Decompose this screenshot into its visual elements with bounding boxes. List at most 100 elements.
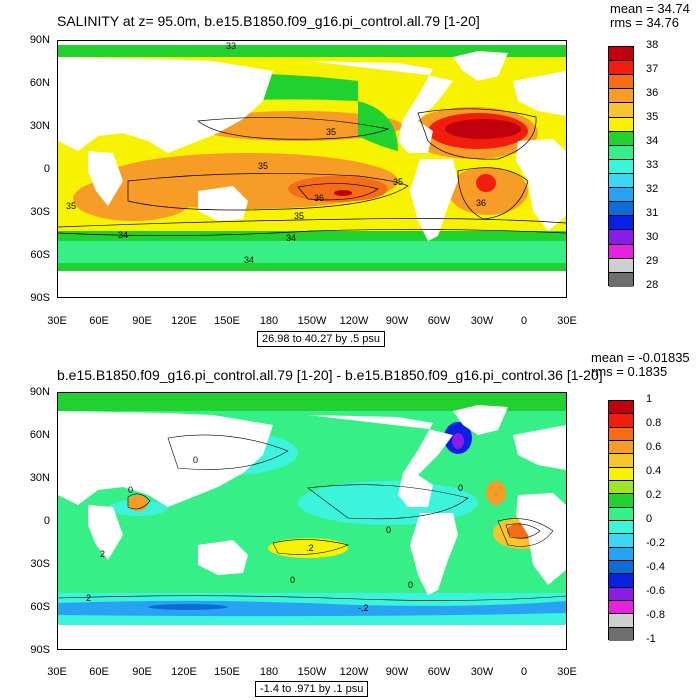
colorbar-swatch [609, 587, 633, 601]
arctic-band [58, 393, 566, 411]
colorbar-swatch [609, 454, 633, 468]
contour-label: 0 [408, 580, 413, 590]
lon-label: 30E [47, 666, 67, 678]
colorbar [608, 400, 634, 641]
south-pacific-max [334, 190, 352, 196]
lon-label: 120W [339, 315, 369, 327]
east-pacific-low [358, 101, 398, 151]
contour-line [197, 117, 390, 140]
rms-stat: rms = 34.76 [610, 15, 680, 30]
colorbar-swatch [609, 75, 633, 90]
contour-line [505, 523, 541, 539]
colorbar-swatch [609, 61, 633, 76]
colorbar-swatch [609, 494, 633, 508]
colorbar [608, 46, 634, 287]
colorbar-swatch [609, 614, 633, 628]
colorbar-swatch [609, 507, 633, 521]
colorbar-label: 37 [646, 63, 659, 75]
contour-lines [58, 108, 566, 236]
panel-title: b.e15.B1850.f09_g16.pi_control.all.79 [1… [57, 367, 603, 383]
mean-stat: mean = -0.01835 [591, 350, 690, 365]
lat-label: 60N [29, 77, 50, 89]
colorbar-label: 35 [646, 111, 659, 123]
contour-line [457, 167, 529, 220]
contour-label: 0 [458, 483, 463, 493]
contour-label: 34 [286, 233, 296, 243]
colorbar-label: 28 [646, 279, 659, 291]
lon-label: 180 [259, 666, 279, 678]
europe [513, 71, 566, 116]
contour-line [127, 493, 151, 510]
lat-label: 90S [30, 644, 50, 656]
southern-ocean-min [148, 604, 228, 610]
north-pacific-high [193, 111, 403, 141]
contour-line [497, 518, 554, 547]
lat-label: 30N [29, 472, 50, 484]
africa [516, 139, 566, 231]
lon-label: 30E [557, 315, 577, 327]
greenland [453, 405, 508, 435]
colorbar-swatch [609, 467, 633, 481]
lon-label: 30E [47, 315, 67, 327]
colorbar-swatch [609, 159, 633, 174]
colorbar-swatch [609, 244, 633, 259]
lon-label: 120W [339, 666, 369, 678]
lat-label: 60N [29, 429, 50, 441]
contour-range-box: -1.4 to .971 by .1 psu [255, 681, 369, 697]
mean-stat: mean = 34.74 [610, 1, 690, 16]
contour-label: 0 [193, 455, 198, 465]
lon-label: 150W [297, 315, 327, 327]
contour-range-box: 26.98 to 40.27 by .5 psu [257, 331, 386, 347]
antarctica [58, 625, 566, 649]
lat-label: 0 [43, 163, 50, 175]
lon-label: 90E [132, 315, 152, 327]
lon-label: 150E [214, 315, 240, 327]
labrador-core [452, 433, 464, 449]
colorbar-swatch [609, 131, 633, 146]
contour-label: 35 [294, 211, 304, 221]
rms-stat: rms = 0.1835 [591, 364, 668, 379]
contour-label: 34 [118, 230, 128, 240]
africa [516, 493, 566, 585]
colorbar-label: 31 [646, 207, 659, 219]
africa-east-fragment [88, 505, 123, 560]
contour-label: 0 [290, 575, 295, 585]
contour-label: 33 [226, 41, 236, 51]
contour-label: 2 [86, 593, 91, 603]
colorbar-swatch [609, 230, 633, 245]
colorbar-swatch [609, 414, 633, 428]
lat-label: 90N [29, 34, 50, 46]
colorbar-label: 36 [646, 87, 659, 99]
lon-label: 90W [385, 315, 409, 327]
colorbar-label: 0.6 [646, 441, 662, 453]
colorbar-label: -0.2 [646, 537, 665, 549]
contour-lines [58, 434, 566, 601]
colorbar-label: -0.8 [646, 609, 665, 621]
north-pole-cap [58, 41, 566, 45]
lon-label: 150W [297, 666, 327, 678]
colorbar-swatch [609, 547, 633, 561]
eurasia [58, 411, 273, 507]
colorbar-swatch [609, 600, 633, 615]
colorbar-swatch [609, 534, 633, 548]
contour-line [58, 595, 566, 601]
colorbar-swatch [609, 480, 633, 495]
australia [198, 540, 248, 575]
north-america [308, 61, 453, 153]
colorbar-label: 38 [646, 39, 659, 51]
indian-ocean-high [73, 177, 193, 221]
lat-label: 30N [29, 120, 50, 132]
colorbar-label: 0.4 [646, 465, 662, 477]
colorbar-label: 32 [646, 183, 659, 195]
south-america [410, 159, 458, 241]
colorbar-swatch [609, 401, 633, 415]
colorbar-label: 0.8 [646, 417, 662, 429]
colorbar-swatch [609, 145, 633, 160]
colorbar-swatch [609, 47, 633, 62]
colorbar-label: 0.2 [646, 489, 662, 501]
contour-line [272, 539, 349, 555]
contour-label: .2 [306, 543, 314, 553]
colorbar-swatch [609, 427, 633, 441]
lon-label: 150E [214, 666, 240, 678]
north-america [308, 415, 453, 507]
